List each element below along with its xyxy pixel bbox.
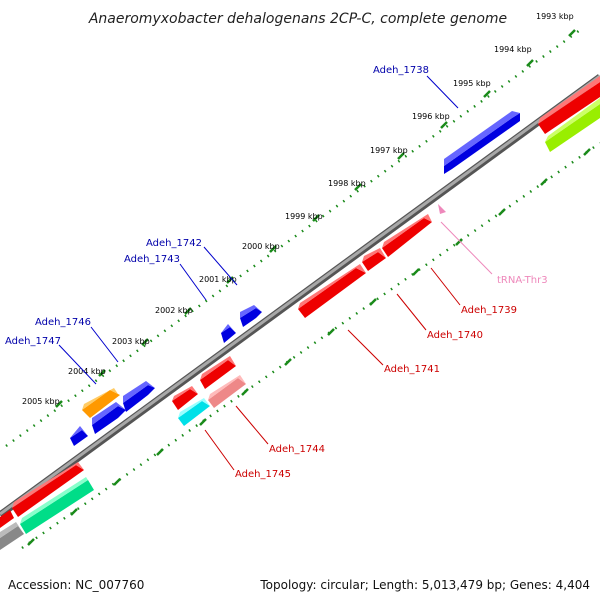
tick-label: 1998 kbp xyxy=(328,179,366,188)
topology-text: Topology: circular; Length: 5,013,479 bp… xyxy=(260,578,590,592)
gene-adeh-1741[interactable] xyxy=(298,264,366,318)
gene-label-adeh-1742[interactable]: Adeh_1742 xyxy=(146,238,202,249)
gene-orange[interactable] xyxy=(82,388,120,418)
gene-label-adeh-1740[interactable]: Adeh_1740 xyxy=(427,330,483,341)
gene-label-adeh-1744[interactable]: Adeh_1744 xyxy=(269,444,325,455)
gene-red-mid[interactable] xyxy=(200,356,236,389)
major-ticks-outer xyxy=(55,29,576,408)
gene-adeh-1738[interactable] xyxy=(444,111,520,174)
gene-labels: Adeh_1738 tRNA-Thr3 Adeh_1739 Adeh_1740 … xyxy=(5,65,548,480)
gene-red-lower[interactable] xyxy=(12,462,84,517)
gene-green[interactable] xyxy=(20,477,94,534)
gene-adeh-1742[interactable] xyxy=(240,305,262,327)
tick-label: 2004 kbp xyxy=(68,367,106,376)
tick-label: 2002 kbp xyxy=(155,306,193,315)
tick-label: 1997 kbp xyxy=(370,146,408,155)
gene-label-adeh-1739[interactable]: Adeh_1739 xyxy=(461,305,517,316)
tick-label: 1999 kbp xyxy=(285,212,323,221)
gene-adeh-1746[interactable] xyxy=(123,381,155,412)
gene-label-adeh-1746[interactable]: Adeh_1746 xyxy=(35,317,91,328)
gene-label-adeh-1741[interactable]: Adeh_1741 xyxy=(384,364,440,375)
gene-label-trna-thr3[interactable]: tRNA-Thr3 xyxy=(497,275,548,286)
genome-title: Anaeromyxobacter dehalogenans 2CP-C, com… xyxy=(88,11,507,27)
gene-adeh-1743[interactable] xyxy=(221,324,236,343)
leader-lines xyxy=(58,75,493,471)
tick-label: 2001 kbp xyxy=(199,275,237,284)
tick-label: 1993 kbp xyxy=(536,12,574,21)
gene-label-adeh-1738[interactable]: Adeh_1738 xyxy=(373,65,429,76)
gene-adeh-1745[interactable] xyxy=(178,398,210,426)
gene-red-edge-left[interactable] xyxy=(0,510,14,528)
tick-label: 1996 kbp xyxy=(412,112,450,121)
gene-red-small[interactable] xyxy=(172,386,198,410)
scale-track-outer xyxy=(5,28,581,448)
tick-label: 1995 kbp xyxy=(453,79,491,88)
tick-label: 2003 kbp xyxy=(112,337,150,346)
gene-adeh-1747[interactable] xyxy=(92,402,126,434)
accession-text: Accession: NC_007760 xyxy=(8,578,145,592)
gene-trna-thr3[interactable] xyxy=(438,204,446,214)
gene-gray[interactable] xyxy=(0,522,24,550)
tick-label: 1994 kbp xyxy=(494,45,532,54)
gene-adeh-1739[interactable] xyxy=(382,214,432,257)
gene-blue-small[interactable] xyxy=(70,426,88,446)
gene-label-adeh-1745[interactable]: Adeh_1745 xyxy=(235,469,291,480)
gene-adeh-1744[interactable] xyxy=(208,375,246,408)
gene-lime[interactable] xyxy=(545,98,600,152)
major-ticks-inner xyxy=(27,148,591,546)
genome-backbone xyxy=(0,74,600,516)
gene-label-adeh-1747[interactable]: Adeh_1747 xyxy=(5,336,61,347)
tick-label: 2000 kbp xyxy=(242,242,280,251)
gene-label-adeh-1743[interactable]: Adeh_1743 xyxy=(124,254,180,265)
gene-red-edge-top[interactable] xyxy=(538,76,600,134)
tick-labels: 1993 kbp 1994 kbp 1995 kbp 1996 kbp 1997… xyxy=(22,12,574,406)
scale-track-inner xyxy=(21,141,600,550)
gene-adeh-1740[interactable] xyxy=(362,248,386,271)
tick-label: 2005 kbp xyxy=(22,397,60,406)
